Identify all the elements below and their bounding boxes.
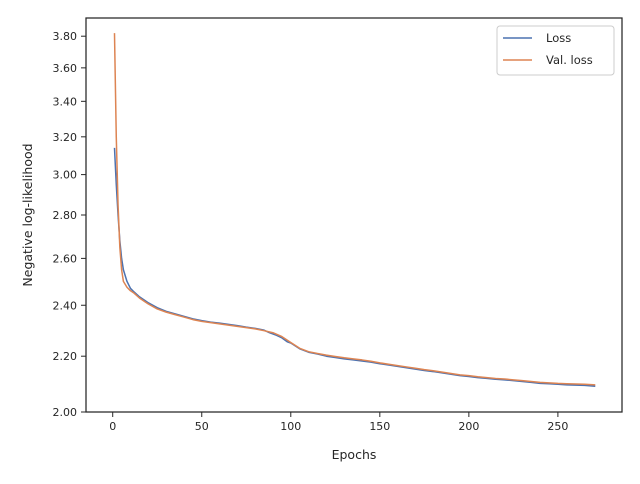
y-tick-label: 3.20: [53, 131, 78, 144]
y-tick-label: 2.60: [53, 252, 78, 265]
x-axis-label: Epochs: [332, 447, 377, 462]
x-tick-label: 0: [109, 420, 116, 433]
y-axis-label: Negative log-likelihood: [20, 143, 35, 286]
y-tick-label: 3.00: [53, 169, 78, 182]
legend-label-val-loss: Val. loss: [546, 53, 593, 67]
y-tick-label: 3.60: [53, 62, 78, 75]
y-axis-ticks: 2.00 2.20 2.40 2.60 2.80 3.00 3.20 3.40 3.60 3.80: [53, 30, 86, 419]
x-tick-label: 250: [547, 420, 568, 433]
x-axis-ticks: 0 50 100 150 200 250: [109, 412, 568, 433]
y-tick-label: 2.80: [53, 209, 78, 222]
legend-label-loss: Loss: [546, 31, 571, 45]
x-tick-label: 150: [369, 420, 390, 433]
y-tick-label: 2.40: [53, 299, 78, 312]
series-line-val-loss: [113, 33, 596, 386]
x-tick-label: 200: [458, 420, 479, 433]
x-tick-label: 100: [280, 420, 301, 433]
y-tick-label: 2.20: [53, 350, 78, 363]
plot-area: [86, 18, 622, 412]
y-tick-label: 2.00: [53, 406, 78, 419]
legend: Loss Val. loss: [496, 25, 615, 76]
x-tick-label: 50: [195, 420, 209, 433]
series-layer: [113, 33, 596, 387]
y-tick-label: 3.40: [53, 95, 78, 108]
y-tick-label: 3.80: [53, 30, 78, 43]
